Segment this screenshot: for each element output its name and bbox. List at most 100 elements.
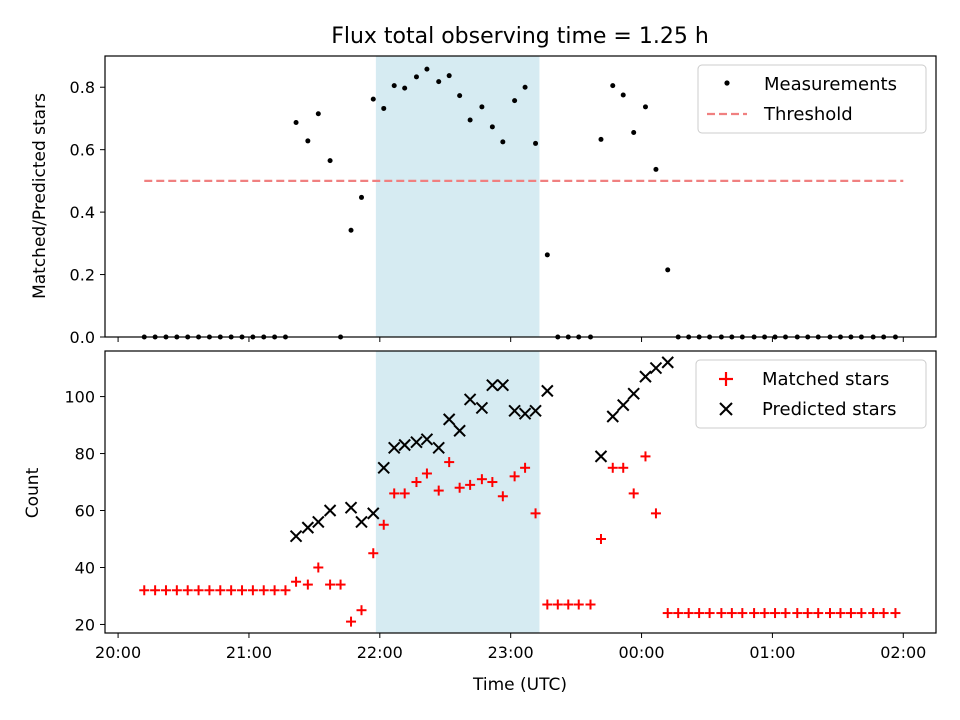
predicted-stars-point: [442, 413, 456, 426]
measurement-point: [631, 129, 637, 135]
top-shaded-span: [375, 56, 540, 337]
matched-stars-point: [454, 482, 465, 493]
matched-stars-point: [335, 579, 346, 590]
measurement-point: [620, 92, 626, 98]
matched-stars-point: [193, 585, 204, 596]
predicted-stars-point: [355, 515, 368, 529]
bottom-y-tick-label: 100: [64, 388, 95, 407]
x-stroke-b: [344, 501, 358, 514]
matched-stars-point: [215, 585, 226, 596]
matched-stars-point: [389, 488, 400, 499]
x-stroke-b: [594, 450, 608, 463]
measurement-point: [500, 139, 506, 145]
measurement-point: [467, 117, 473, 123]
matched-stars-point: [368, 548, 379, 559]
legend-matched-marker: [719, 372, 733, 386]
matched-stars-point: [530, 508, 541, 519]
bottom-x-ticks: 20:00 21:00 22:00 23:00 00:00 01:00 02:00: [95, 633, 926, 662]
matched-stars-point: [824, 608, 835, 619]
measurement-point: [446, 73, 452, 79]
top-x-ticks: [117, 337, 904, 342]
legend-threshold-label: Threshold: [763, 104, 853, 125]
predicted-stars-point: [344, 501, 358, 514]
top-y-tick-label: 0.8: [70, 78, 95, 97]
measurement-point: [436, 79, 442, 85]
matched-stars-point: [890, 608, 901, 619]
matched-stars-point: [487, 477, 498, 488]
measurement-point: [665, 267, 671, 273]
matched-stars-point: [802, 608, 813, 619]
matched-stars-point: [542, 599, 553, 610]
x-stroke-b: [639, 370, 652, 383]
predicted-stars-point: [475, 401, 489, 415]
x-tick-label: 21:00: [226, 643, 272, 662]
x-axis-label: Time (UTC): [472, 675, 567, 695]
bottom-shaded-span: [375, 351, 540, 633]
predicted-stars-point: [486, 378, 499, 392]
predicted-stars-point: [649, 361, 663, 375]
bottom-ylabel: Count: [23, 467, 43, 518]
top-ylabel: Matched/Predicted stars: [30, 93, 50, 299]
matched-stars-point: [792, 608, 803, 619]
x-stroke-b: [529, 404, 542, 418]
matched-stars-point: [726, 608, 737, 619]
matched-stars-point: [520, 462, 531, 473]
top-y-tick-label: 0.2: [70, 266, 95, 285]
predicted-stars-point: [432, 441, 445, 455]
predicted-stars-point: [617, 398, 630, 412]
x-tick-label: 01:00: [749, 643, 795, 662]
matched-stars-point: [302, 579, 313, 590]
predicted-stars-point: [463, 393, 477, 406]
x-stroke-b: [617, 398, 630, 412]
x-stroke-b: [367, 507, 380, 520]
matched-stars-point: [444, 457, 455, 468]
x-stroke-b: [301, 521, 315, 534]
x-stroke-b: [518, 407, 532, 420]
measurement-point: [381, 105, 387, 111]
matched-stars-point: [650, 508, 661, 519]
x-stroke-b: [649, 361, 663, 375]
matched-stars-point: [433, 485, 444, 496]
measurement-point: [424, 66, 430, 72]
top-y-tick-label: 0.4: [70, 203, 95, 222]
matched-stars-series: [139, 451, 901, 627]
predicted-stars-point: [377, 461, 390, 474]
matched-stars-point: [476, 474, 487, 485]
predicted-stars-point: [410, 435, 423, 449]
x-stroke-b: [398, 438, 411, 452]
x-stroke-b: [410, 435, 423, 449]
measurement-point: [413, 74, 419, 80]
matched-stars-point: [139, 585, 150, 596]
top-legend: Measurements Threshold: [697, 64, 927, 134]
x-stroke-b: [420, 433, 434, 446]
top-legend-box: [697, 64, 927, 134]
matched-stars-point: [226, 585, 237, 596]
matched-stars-point: [552, 599, 563, 610]
matched-stars-point: [356, 605, 367, 616]
x-tick-label: 20:00: [95, 643, 141, 662]
matched-stars-point: [780, 608, 791, 619]
x-stroke-b: [463, 393, 477, 406]
bottom-y-ticks: 20 40 60 80 100: [64, 388, 105, 634]
matched-stars-point: [509, 471, 520, 482]
predicted-stars-point: [606, 410, 619, 423]
legend-matched-label: Matched stars: [762, 369, 889, 390]
matched-stars-point: [182, 585, 193, 596]
bottom-legend: Matched stars Predicted stars: [695, 359, 927, 429]
matched-stars-point: [247, 585, 258, 596]
chart-title: Flux total observing time = 1.25 h: [331, 24, 709, 49]
predicted-stars-point: [388, 441, 401, 455]
measurement-point: [642, 104, 648, 110]
matched-stars-point: [683, 608, 694, 619]
predicted-stars-point: [496, 378, 510, 392]
matched-stars-point: [673, 608, 684, 619]
measurement-point: [479, 104, 485, 110]
predicted-stars-point: [367, 507, 380, 520]
matched-stars-point: [313, 562, 324, 573]
legend-predicted-marker: [719, 402, 733, 416]
matched-stars-point: [759, 608, 770, 619]
predicted-stars-point: [661, 356, 674, 369]
x-stroke-b: [355, 515, 368, 529]
matched-stars-point: [411, 477, 422, 488]
x-stroke-b: [453, 424, 466, 437]
